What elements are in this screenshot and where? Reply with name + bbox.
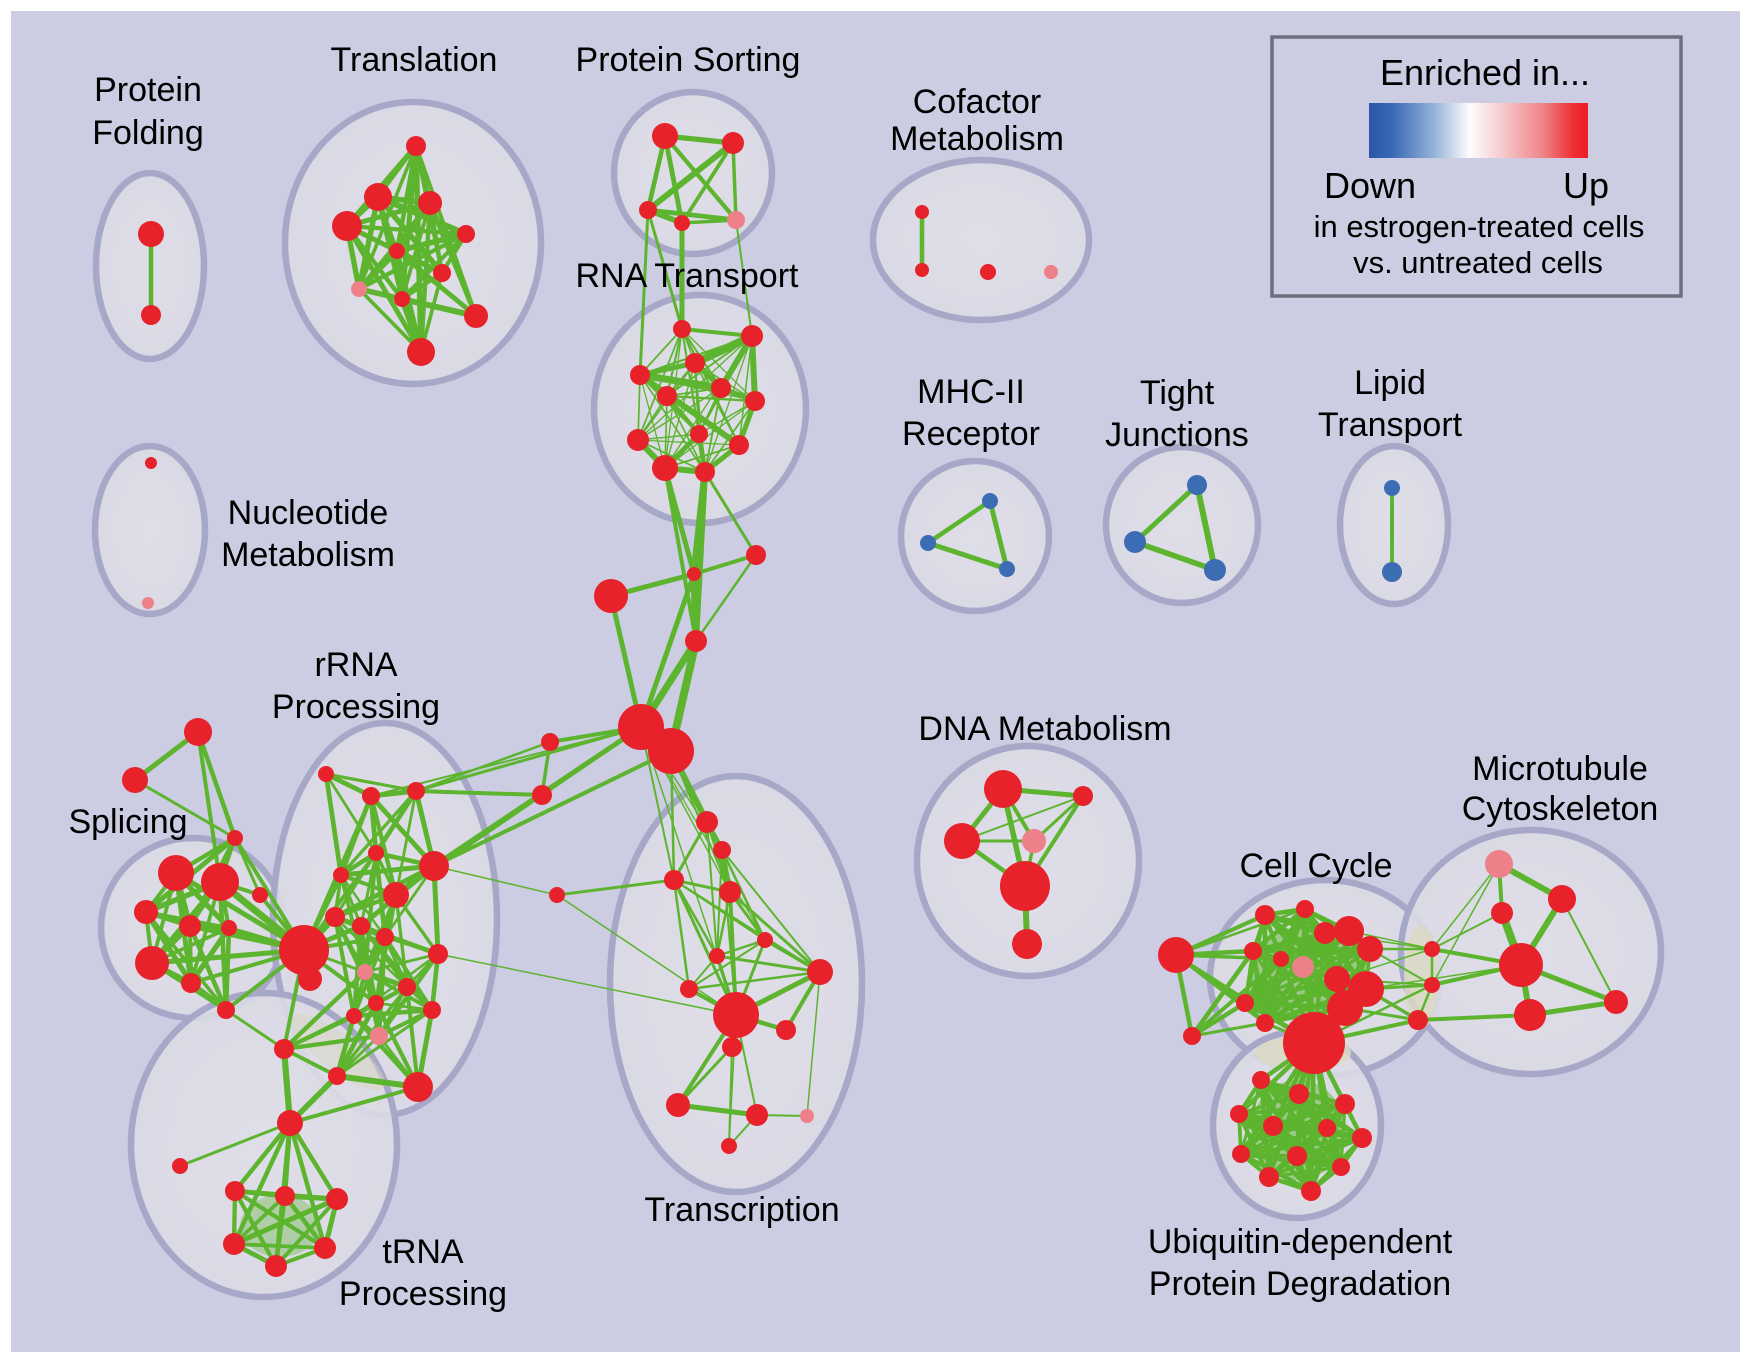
svg-text:Lipid: Lipid bbox=[1354, 364, 1426, 402]
svg-text:in estrogen-treated cells: in estrogen-treated cells bbox=[1314, 209, 1645, 244]
svg-text:Translation: Translation bbox=[331, 41, 498, 79]
svg-text:Junctions: Junctions bbox=[1105, 416, 1249, 454]
svg-text:Protein Degradation: Protein Degradation bbox=[1149, 1265, 1451, 1303]
svg-text:Microtubule: Microtubule bbox=[1472, 750, 1648, 788]
svg-text:Protein Sorting: Protein Sorting bbox=[576, 41, 801, 79]
svg-text:Down: Down bbox=[1324, 165, 1416, 206]
svg-text:RNA Transport: RNA Transport bbox=[576, 257, 800, 295]
svg-text:Splicing: Splicing bbox=[68, 803, 187, 841]
svg-text:Processing: Processing bbox=[272, 688, 440, 726]
svg-text:Folding: Folding bbox=[92, 114, 204, 152]
svg-text:tRNA: tRNA bbox=[382, 1233, 464, 1271]
svg-text:Metabolism: Metabolism bbox=[221, 536, 395, 574]
svg-text:Transcription: Transcription bbox=[644, 1191, 839, 1229]
svg-text:vs. untreated cells: vs. untreated cells bbox=[1353, 245, 1603, 280]
svg-text:Cofactor: Cofactor bbox=[913, 83, 1042, 121]
svg-text:Nucleotide: Nucleotide bbox=[228, 494, 389, 532]
svg-text:Receptor: Receptor bbox=[902, 415, 1040, 453]
svg-text:Ubiquitin-dependent: Ubiquitin-dependent bbox=[1148, 1223, 1453, 1261]
svg-text:Tight: Tight bbox=[1140, 374, 1215, 412]
svg-text:Metabolism: Metabolism bbox=[890, 120, 1064, 158]
svg-text:Processing: Processing bbox=[339, 1275, 507, 1313]
svg-text:Cell Cycle: Cell Cycle bbox=[1239, 847, 1392, 885]
svg-text:Transport: Transport bbox=[1318, 406, 1463, 444]
svg-text:Protein: Protein bbox=[94, 71, 202, 109]
svg-text:Enriched in...: Enriched in... bbox=[1380, 52, 1590, 93]
svg-text:MHC-II: MHC-II bbox=[917, 373, 1025, 411]
svg-text:Up: Up bbox=[1563, 165, 1609, 206]
svg-text:Cytoskeleton: Cytoskeleton bbox=[1462, 790, 1659, 828]
svg-text:DNA Metabolism: DNA Metabolism bbox=[918, 710, 1171, 748]
svg-text:rRNA: rRNA bbox=[314, 646, 397, 684]
